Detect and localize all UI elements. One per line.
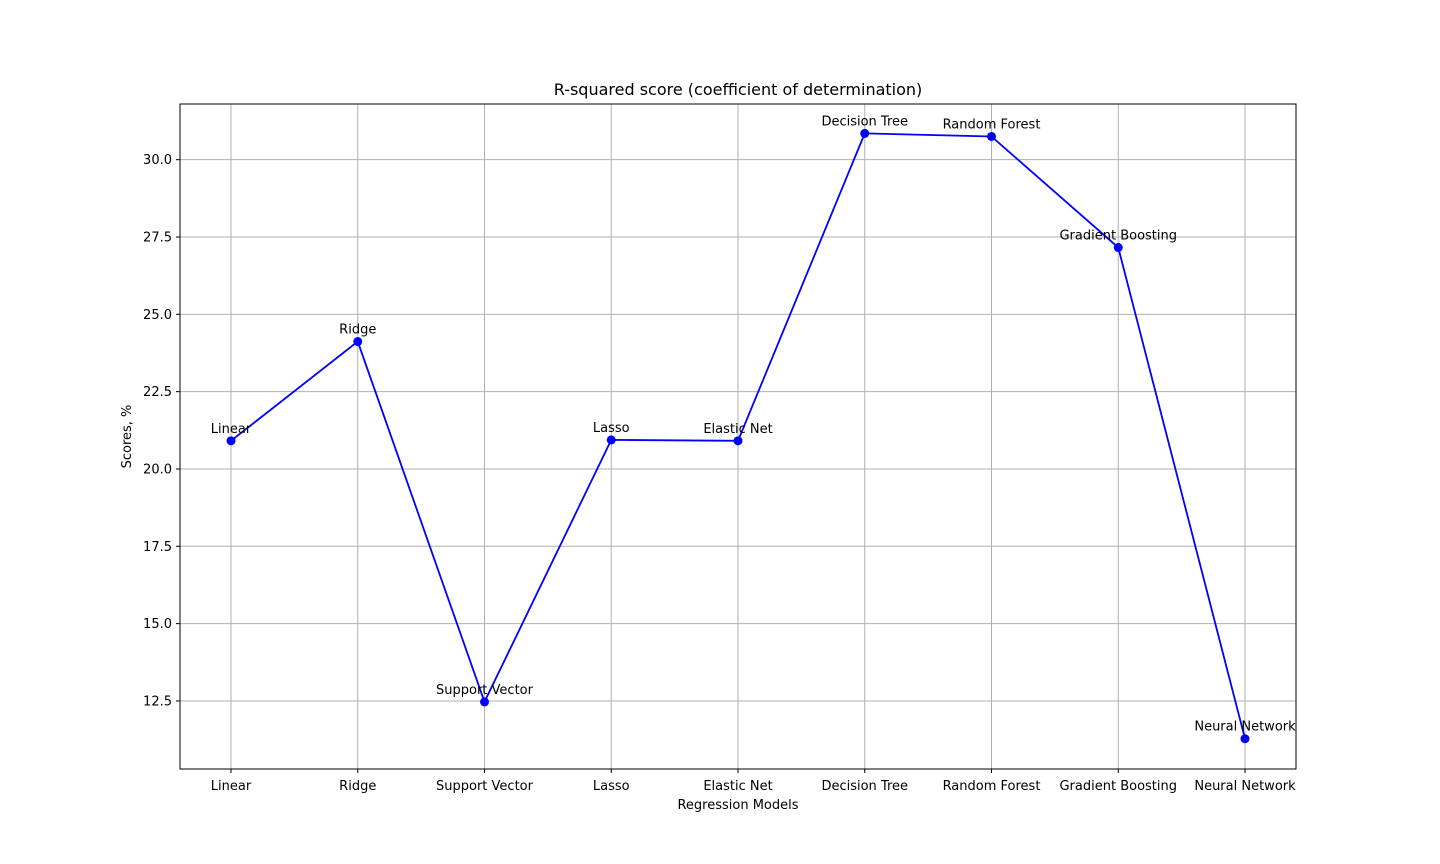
data-point xyxy=(1240,734,1250,744)
data-point-label: Linear xyxy=(211,422,252,437)
grid-lines xyxy=(180,104,1296,769)
data-point xyxy=(733,436,743,446)
data-point xyxy=(480,697,489,707)
x-axis-label: Regression Models xyxy=(677,798,798,813)
data-point-label: Random Forest xyxy=(943,117,1041,132)
data-point-label: Lasso xyxy=(593,421,630,436)
data-point xyxy=(1113,243,1123,253)
data-point xyxy=(860,128,870,138)
y-tick-label: 12.5 xyxy=(143,694,172,709)
y-tick-label: 27.5 xyxy=(143,231,172,246)
data-point xyxy=(226,436,236,446)
y-tick-label: 22.5 xyxy=(143,385,172,400)
x-tick-label: Support Vector xyxy=(436,779,534,794)
y-tick-label: 20.0 xyxy=(143,462,172,477)
data-point-label: Gradient Boosting xyxy=(1059,229,1177,244)
y-axis-label: Scores, % xyxy=(120,405,135,469)
data-series xyxy=(226,128,1250,744)
x-tick-label: Neural Network xyxy=(1194,779,1296,794)
data-point-label: Ridge xyxy=(339,323,376,338)
x-tick-label: Linear xyxy=(211,779,252,794)
data-point xyxy=(987,131,996,141)
y-tick-label: 17.5 xyxy=(143,540,172,555)
data-point xyxy=(606,435,616,445)
data-point xyxy=(353,337,363,347)
y-tick-label: 30.0 xyxy=(143,153,172,168)
x-tick-label: Random Forest xyxy=(943,779,1041,794)
y-tick-label: 15.0 xyxy=(143,617,172,632)
y-axis-ticks: 12.5 15.0 17.5 20.0 22.5 25.0 27.5 30.0 xyxy=(143,153,180,709)
x-tick-label: Elastic Net xyxy=(703,779,772,794)
data-point-label: Decision Tree xyxy=(821,114,908,129)
x-tick-label: Gradient Boosting xyxy=(1059,779,1177,794)
data-point-label: Elastic Net xyxy=(703,422,772,437)
data-point-label: Neural Network xyxy=(1194,720,1296,735)
x-tick-label: Ridge xyxy=(339,779,376,794)
x-axis-ticks: Linear Ridge Support Vector Lasso Elastic Ne… xyxy=(211,769,1296,794)
chart-title: R-squared score (coefficient of determin… xyxy=(554,80,923,99)
x-tick-label: Lasso xyxy=(593,779,630,794)
point-labels: Linear Ridge Support Vector Lasso Elastic Ne… xyxy=(211,114,1296,734)
y-tick-label: 25.0 xyxy=(143,308,172,323)
data-point-label: Support Vector xyxy=(436,683,534,698)
x-tick-label: Decision Tree xyxy=(821,779,908,794)
